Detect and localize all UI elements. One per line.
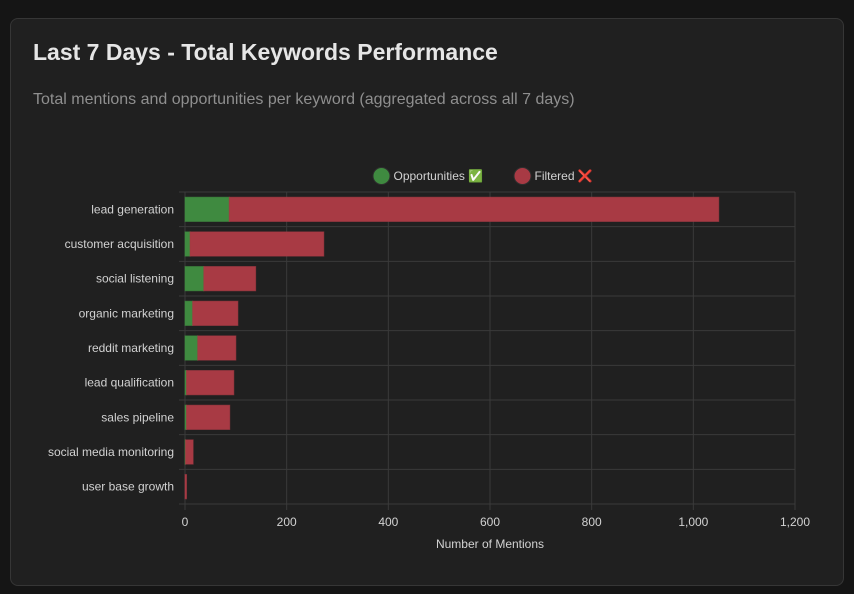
bar-segment[interactable]	[189, 231, 325, 257]
chart-subtitle: Total mentions and opportunities per key…	[33, 91, 575, 108]
y-tick-label: social listening	[96, 272, 174, 286]
bar-segment[interactable]	[184, 266, 205, 292]
x-tick-label: 800	[582, 515, 602, 529]
y-tick-label: lead qualification	[85, 376, 174, 390]
legend-label[interactable]: Opportunities ✅	[394, 169, 484, 183]
y-tick-label: social media monitoring	[48, 445, 174, 459]
x-tick-label: 600	[480, 515, 500, 529]
y-tick-label: sales pipeline	[101, 410, 174, 424]
bar-segment[interactable]	[185, 439, 194, 465]
bar-segment[interactable]	[184, 231, 191, 257]
x-tick-label: 1,200	[780, 515, 810, 529]
x-tick-label: 0	[182, 515, 189, 529]
chart-legend[interactable]: Opportunities ✅ Filtered ❌	[372, 167, 593, 185]
bar-segment[interactable]	[184, 196, 230, 222]
chart-title: Last 7 Days - Total Keywords Performance	[33, 39, 498, 65]
bar-segment[interactable]	[197, 335, 237, 361]
y-tick-label: organic marketing	[79, 306, 174, 320]
bar-segment[interactable]	[184, 300, 194, 326]
legend-label[interactable]: Filtered ❌	[535, 169, 593, 183]
bar-segment[interactable]	[203, 266, 257, 292]
bar-segment[interactable]	[186, 404, 231, 430]
bar-segment[interactable]	[186, 370, 235, 396]
x-tick-label: 1,000	[678, 515, 708, 529]
x-axis-title: Number of Mentions	[436, 537, 544, 551]
chart-card	[10, 18, 844, 586]
legend-swatch[interactable]	[513, 167, 532, 185]
bar-segment[interactable]	[184, 474, 188, 500]
x-tick-label: 400	[378, 515, 398, 529]
y-tick-label: user base growth	[82, 480, 174, 494]
y-tick-label: reddit marketing	[88, 341, 174, 355]
bar-segment[interactable]	[192, 300, 239, 326]
bar-segment[interactable]	[184, 335, 199, 361]
y-tick-label: customer acquisition	[65, 237, 174, 251]
legend-swatch[interactable]	[372, 167, 391, 185]
chart-axes: Number of Mentions 0 200 400 600 800 1,000 1,2…	[48, 202, 810, 551]
chart-grid	[179, 191, 796, 510]
y-tick-label: lead generation	[91, 202, 174, 216]
chart-bars	[184, 196, 720, 500]
bar-segment[interactable]	[228, 196, 720, 222]
x-tick-label: 200	[277, 515, 297, 529]
